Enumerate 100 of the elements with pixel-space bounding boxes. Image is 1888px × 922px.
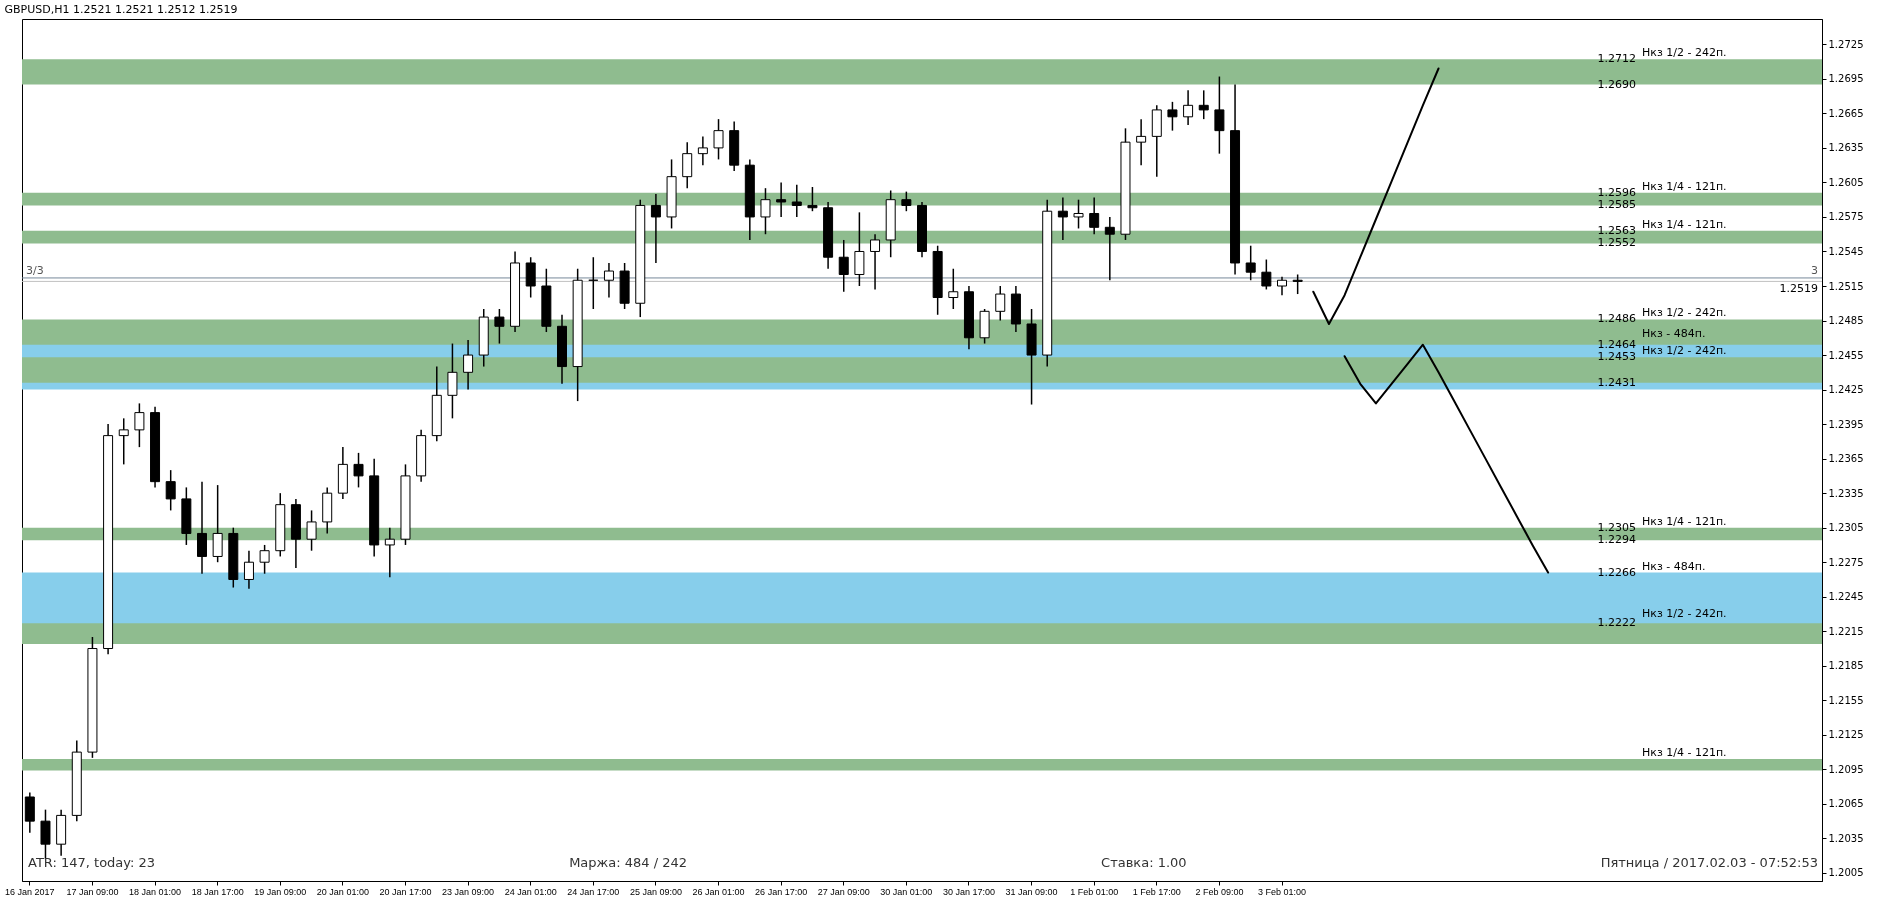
candlestick: [447, 342, 458, 420]
y-tick-label: 1.2635: [1828, 142, 1864, 154]
x-tick-label: 18 Jan 17:00: [191, 886, 244, 897]
candlestick: [259, 544, 270, 575]
candlestick: [697, 135, 708, 166]
candlestick: [1167, 101, 1178, 132]
candlestick: [901, 190, 912, 212]
candlestick: [838, 239, 849, 293]
band-label: Нкз 1/2 - 242п.: [1642, 344, 1727, 358]
annotation: 1.2712: [1597, 52, 1636, 66]
candlestick: [1214, 75, 1225, 155]
candlestick: [1198, 89, 1209, 120]
candlestick: [494, 308, 505, 345]
annotation: 1.2486: [1597, 312, 1636, 326]
band-label: Нкз 1/2 - 242п.: [1642, 306, 1727, 320]
annotation: 1.2431: [1597, 375, 1636, 389]
line-series: [1343, 343, 1550, 574]
band-label: Нкз 1/4 - 121п.: [1642, 514, 1727, 528]
band-label: Нкз - 484п.: [1642, 327, 1706, 341]
band-label: Нкз 1/4 - 121п.: [1642, 217, 1727, 231]
y-tick-label: 1.2005: [1828, 867, 1864, 879]
x-tick-label: 1 Feb 01:00: [1070, 886, 1119, 897]
candlestick: [134, 402, 145, 448]
annotation: 1.2563: [1597, 223, 1636, 237]
band-label: Нкз 1/2 - 242п.: [1642, 46, 1727, 60]
candlestick: [306, 509, 317, 552]
candlestick: [995, 285, 1006, 322]
x-tick-label: 24 Jan 01:00: [504, 886, 557, 897]
annotation: 1.2552: [1597, 236, 1636, 250]
x-tick-label: 30 Jan 17:00: [942, 886, 995, 897]
annotation: 3/3: [26, 263, 44, 277]
candlestick: [713, 118, 724, 161]
band-label: Нкз 1/4 - 121п.: [1642, 746, 1727, 760]
y-tick-label: 1.2515: [1828, 280, 1864, 292]
annotation: 1.2585: [1597, 198, 1636, 212]
y-tick-label: 1.2215: [1828, 625, 1864, 637]
annotation: 1.2464: [1597, 337, 1636, 351]
candlestick: [1104, 216, 1115, 281]
x-tick-label: 24 Jan 17:00: [567, 886, 620, 897]
annotation: ATR: 147, today: 23: [28, 855, 156, 870]
x-tick-label: 26 Jan 01:00: [692, 886, 745, 897]
annotation: Пятница / 2017.02.03 - 07:52:53: [1600, 855, 1818, 870]
annotation: Ставка: 1.00: [1101, 855, 1187, 870]
candlestick: [854, 211, 865, 287]
candlestick: [353, 452, 364, 489]
candlestick: [197, 480, 207, 575]
candlestick: [1292, 273, 1303, 295]
candlestick: [870, 233, 881, 291]
candlestick: [776, 181, 787, 218]
candlestick: [1261, 258, 1272, 291]
y-tick-label: 1.2575: [1828, 211, 1864, 223]
x-tick-label: 31 Jan 09:00: [1005, 886, 1058, 897]
y-tick-label: 1.2485: [1828, 315, 1864, 327]
y-tick-label: 1.2725: [1828, 38, 1864, 50]
y-tick-label: 1.2035: [1828, 832, 1864, 844]
y-tick-label: 1.2365: [1828, 453, 1864, 465]
annotation: 1.2453: [1597, 350, 1636, 364]
y-tick-label: 1.2545: [1828, 245, 1864, 257]
annotation: 3: [1811, 263, 1818, 277]
x-tick-label: 2 Feb 09:00: [1195, 886, 1244, 897]
y-tick-label: 1.2455: [1828, 349, 1864, 361]
y-tick-label: 1.2245: [1828, 591, 1864, 603]
y-tick-label: 1.2665: [1828, 107, 1864, 119]
candlestick: [650, 193, 661, 264]
y-tick-label: 1.2335: [1828, 487, 1864, 499]
y-tick-label: 1.2305: [1828, 522, 1864, 534]
x-tick-label: 23 Jan 09:00: [442, 886, 495, 897]
candlestick: [603, 262, 614, 299]
x-tick-label: 30 Jan 01:00: [880, 886, 933, 897]
candlestick: [760, 187, 771, 235]
candlestick: [807, 186, 818, 212]
x-tick-label: 20 Jan 17:00: [379, 886, 432, 897]
y-tick-label: 1.2695: [1828, 73, 1864, 85]
candlestick: [165, 469, 176, 512]
candlestick: [1277, 276, 1287, 296]
x-tick-label: 1 Feb 17:00: [1132, 886, 1181, 897]
annotation: 1.2305: [1597, 520, 1636, 534]
y-tick-label: 1.2395: [1828, 418, 1864, 430]
ref-line-label: 1.2519: [1779, 282, 1818, 296]
x-tick-label: 3 Feb 01:00: [1257, 886, 1307, 897]
x-tick-label: 27 Jan 09:00: [817, 886, 870, 897]
candlestick: [243, 549, 254, 590]
candlestick: [1073, 198, 1084, 230]
annotation: 1.2222: [1597, 616, 1636, 630]
y-tick-label: 1.2605: [1828, 176, 1864, 188]
y-tick-label: 1.2275: [1828, 556, 1864, 568]
candlestick: [1245, 244, 1256, 281]
y-tick-label: 1.2065: [1828, 798, 1864, 810]
candlestick: [384, 526, 395, 578]
chart-title: GBPUSD,H1 1.2521 1.2521 1.2512 1.2519: [4, 3, 238, 16]
candlestick: [525, 256, 536, 299]
x-tick-label: 17 Jan 09:00: [66, 886, 119, 897]
annotation: 1.2596: [1597, 185, 1636, 199]
candlestick: [40, 808, 51, 860]
candlestick: [791, 183, 802, 218]
y-tick-label: 1.2185: [1828, 660, 1864, 672]
candlestick: [118, 417, 129, 466]
x-tick-label: 26 Jan 17:00: [755, 886, 808, 897]
candlestick: [1057, 196, 1068, 241]
candlestick: [948, 267, 959, 310]
